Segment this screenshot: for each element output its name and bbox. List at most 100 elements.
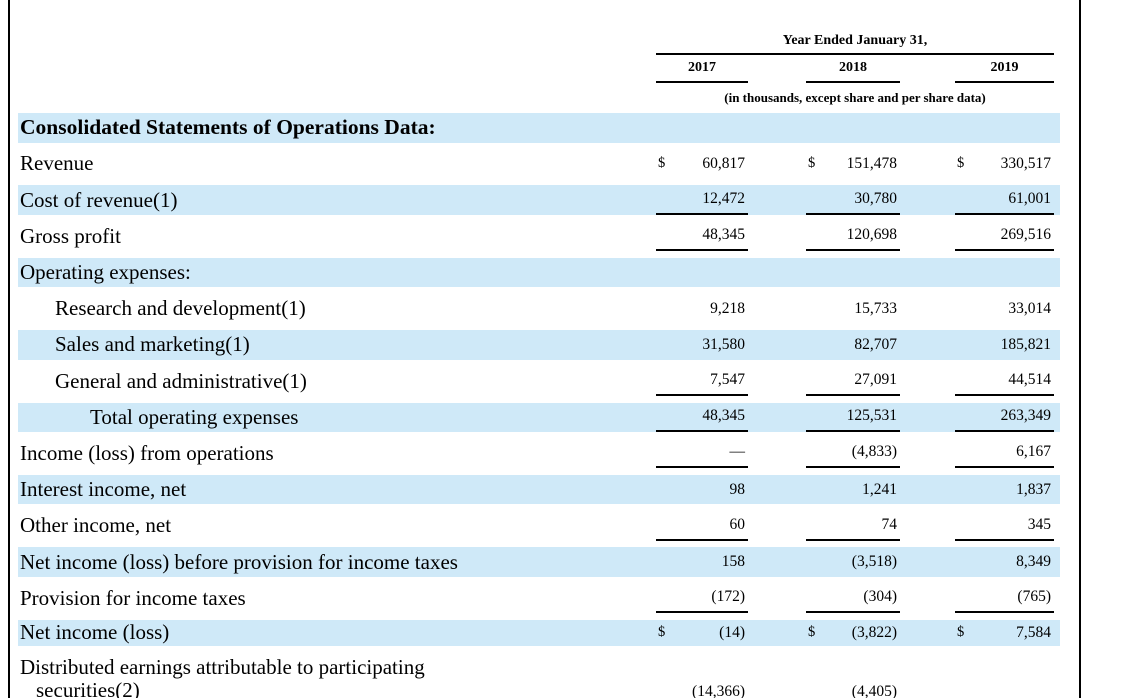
value-cell-2019: 44,514 (955, 366, 1054, 396)
cell-value: 120,698 (846, 226, 897, 244)
dollar-sign: $ (957, 155, 965, 172)
row-band: Cost of revenue(1) 12,472 30,780 61,001 (18, 185, 1060, 215)
row-label: Revenue (18, 149, 656, 179)
row-band: Consolidated Statements of Operations Da… (18, 113, 1060, 143)
value-cell-2019: 33,014 (955, 294, 1054, 324)
value-cell-2019: 6,167 (955, 439, 1054, 469)
cell-value: 1,241 (862, 480, 897, 498)
table-row: Net income (loss) before provision for i… (18, 547, 1060, 583)
row-label-line1: Interest income, net (20, 477, 187, 502)
row-label-line1: Consolidated Statements of Operations Da… (20, 115, 436, 140)
cell-value: 345 (1027, 515, 1051, 533)
row-label-line1: Other income, net (20, 513, 172, 538)
table-row: Income (loss) from operations — (4,833) … (18, 439, 1060, 475)
row-label-line1: Sales and marketing(1) (55, 332, 250, 357)
value-cell-2017: 158 (656, 547, 748, 577)
value-cell-2018: $ (3,822) (806, 620, 900, 646)
value-cell-2019: (765) (955, 583, 1054, 613)
row-label: General and administrative(1) (18, 366, 656, 396)
row-band: Net income (loss) $ (14) $ (3,822) $ 7,5… (18, 619, 1060, 646)
value-cell-2019: 345 (955, 511, 1054, 541)
value-cell-2019: 263,349 (955, 403, 1054, 432)
value-cell-2017: 12,472 (656, 185, 748, 215)
cell-value: (4,833) (851, 443, 897, 461)
period-header-underline (656, 53, 1054, 55)
cell-value: (304) (863, 588, 897, 606)
value-cell-2017: 9,218 (656, 294, 748, 324)
cell-value: (3,822) (851, 623, 897, 641)
row-label: Distributed earnings attributable to par… (18, 656, 656, 698)
value-cell-2019: 269,516 (955, 222, 1054, 252)
value-cell-2017: 48,345 (656, 403, 748, 432)
table-row: Other income, net 60 74 345 (18, 511, 1060, 547)
table-row: Distributed earnings attributable to par… (18, 650, 1060, 698)
cell-value: 263,349 (1000, 407, 1051, 425)
units-note: (in thousands, except share and per shar… (724, 90, 986, 105)
row-band: General and administrative(1) 7,547 27,0… (18, 366, 1060, 396)
row-label: Other income, net (18, 511, 656, 541)
row-label-line1: Gross profit (20, 223, 121, 248)
value-cell-2018: 74 (806, 511, 900, 541)
value-cell-2019: $ 330,517 (955, 149, 1054, 179)
cell-value: — (729, 443, 746, 461)
value-cell-2018: 82,707 (806, 330, 900, 360)
table-row: Sales and marketing(1) 31,580 82,707 185… (18, 330, 1060, 366)
column-header-2017: 2017 (656, 60, 748, 83)
value-cell-2017: 98 (656, 475, 748, 505)
value-cell-2018: 125,531 (806, 403, 900, 432)
cell-value: 7,584 (1016, 623, 1051, 641)
value-cell-2018: 30,780 (806, 185, 900, 215)
row-label-line1: Distributed earnings attributable to par… (20, 655, 425, 679)
value-cell-2017: $ (14) (656, 620, 748, 646)
value-cell-2018: (4,405) (806, 683, 900, 698)
row-label: Operating expenses: (18, 258, 656, 288)
table-row: Total operating expenses 48,345 125,531 … (18, 402, 1060, 439)
page-right-border (1079, 0, 1081, 698)
value-cell-2017: 7,547 (656, 366, 748, 396)
cell-value: 60 (729, 515, 746, 533)
row-label-line1: Net income (loss) (20, 620, 170, 645)
row-band: Research and development(1) 9,218 15,733… (18, 294, 1060, 324)
row-band: Provision for income taxes (172) (304) (… (18, 583, 1060, 613)
cell-value: 27,091 (854, 371, 897, 389)
value-cell-2018: 27,091 (806, 366, 900, 396)
page-left-border (8, 0, 10, 698)
row-label-line1: Research and development(1) (55, 296, 306, 321)
value-cell-2017: 60 (656, 511, 748, 541)
row-band: Operating expenses: (18, 257, 1060, 288)
dollar-sign: $ (658, 155, 666, 172)
cell-value: 98 (729, 480, 746, 498)
row-label: Consolidated Statements of Operations Da… (18, 113, 656, 143)
row-band: Interest income, net 98 1,241 1,837 (18, 474, 1060, 505)
row-label: Research and development(1) (18, 294, 656, 324)
cell-value: 7,547 (710, 371, 745, 389)
dollar-sign: $ (808, 624, 816, 641)
cell-value: (14,366) (692, 682, 745, 698)
value-cell-2019: $ 7,584 (955, 620, 1054, 646)
cell-value: 1,837 (1016, 480, 1051, 498)
cell-value: 33,014 (1008, 299, 1051, 317)
row-label-line1: Revenue (20, 151, 94, 176)
value-cell-2017: — (656, 439, 748, 469)
value-cell-2018: (304) (806, 583, 900, 613)
value-cell-2018: (3,518) (806, 547, 900, 577)
value-cell-2018: 1,241 (806, 475, 900, 505)
cell-value: 9,218 (710, 299, 745, 317)
table-row: Cost of revenue(1) 12,472 30,780 61,001 (18, 185, 1060, 221)
value-cell-2019: 1,837 (955, 475, 1054, 505)
dollar-sign: $ (808, 155, 816, 172)
table-row: Provision for income taxes (172) (304) (… (18, 583, 1060, 619)
period-header: Year Ended January 31, (782, 33, 928, 48)
value-cell-2018: 120,698 (806, 222, 900, 252)
cell-value: 31,580 (702, 335, 745, 353)
cell-value: (3,518) (851, 553, 897, 570)
value-cell-2018: $ 151,478 (806, 149, 900, 179)
row-label: Provision for income taxes (18, 583, 656, 613)
row-label-line1: General and administrative(1) (55, 368, 307, 393)
value-cell-2019 (955, 113, 1054, 143)
value-cell-2019: 8,349 (955, 547, 1054, 577)
row-label-line1: Income (loss) from operations (20, 440, 274, 465)
cell-value: 61,001 (1008, 190, 1051, 208)
cell-value: 6,167 (1016, 443, 1051, 461)
